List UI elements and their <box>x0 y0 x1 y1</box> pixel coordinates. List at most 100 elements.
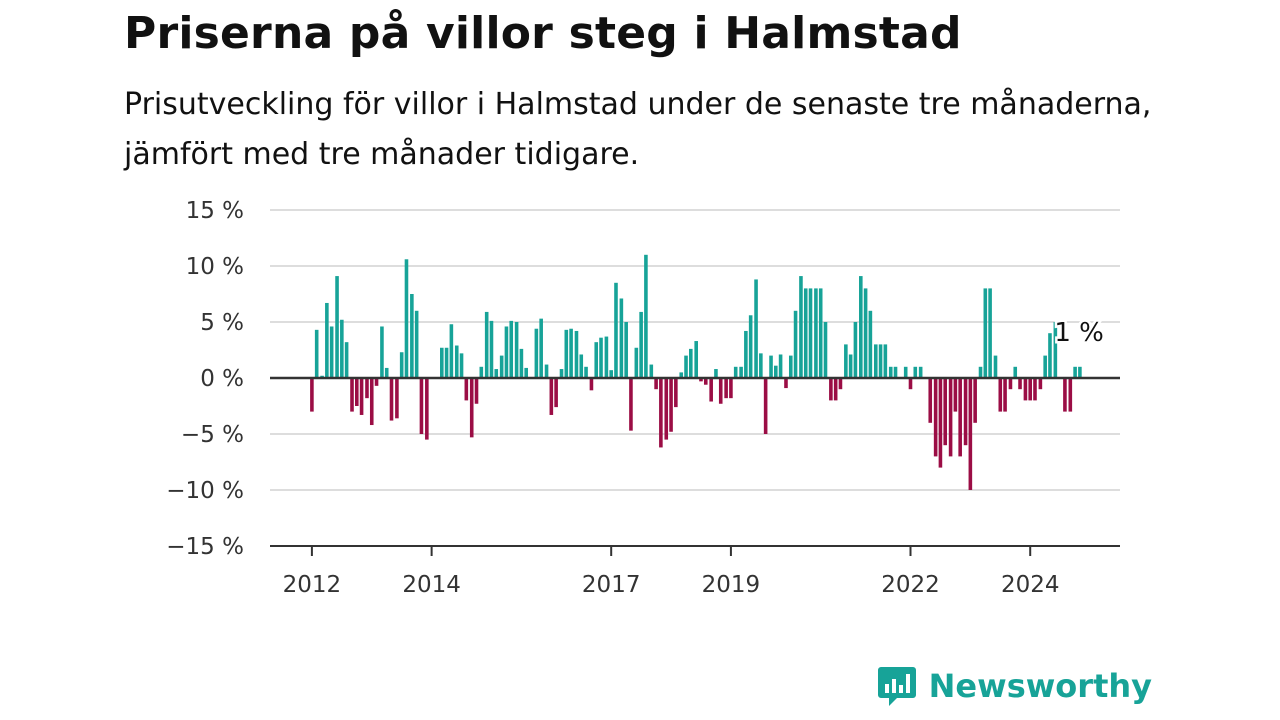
y-tick-label: −15 % <box>166 534 244 560</box>
bar <box>928 378 933 423</box>
bar <box>494 369 499 378</box>
bar <box>404 259 409 378</box>
bar <box>310 378 314 412</box>
bar <box>718 378 723 404</box>
y-tick-label: 0 % <box>200 366 244 392</box>
bar <box>778 354 783 378</box>
bar <box>534 328 539 378</box>
bar <box>314 329 319 378</box>
bar <box>504 326 509 378</box>
bar <box>549 378 554 415</box>
bar <box>784 378 788 389</box>
bar <box>425 378 429 440</box>
bar <box>1033 378 1037 401</box>
bar <box>948 378 953 457</box>
bar <box>340 319 344 378</box>
bar <box>893 366 898 378</box>
bar <box>744 330 748 378</box>
bar <box>389 378 394 421</box>
bar <box>958 378 962 457</box>
bar <box>459 353 464 378</box>
bar <box>539 318 543 378</box>
bar <box>355 378 359 406</box>
bar <box>664 378 669 440</box>
axes: 15 % 10 % 5 % 0 % −5 % −10 % −15 % 2012 2014 2017… <box>166 198 1120 598</box>
bar <box>639 311 643 378</box>
bar <box>574 330 579 378</box>
bar <box>629 378 633 431</box>
brand-logo: Newsworthy <box>877 664 1152 708</box>
bar <box>888 366 893 378</box>
bar <box>519 348 524 378</box>
bar <box>748 315 753 378</box>
bar <box>689 348 693 378</box>
bar <box>679 372 684 378</box>
bar <box>803 288 808 378</box>
bar <box>359 378 364 415</box>
bar <box>514 322 519 378</box>
bar <box>943 378 948 446</box>
bar <box>524 367 528 378</box>
bar <box>624 322 628 378</box>
x-tick-label: 2022 <box>881 572 940 598</box>
bar <box>329 326 334 378</box>
bar <box>808 288 813 378</box>
bar <box>709 378 713 402</box>
bar <box>973 378 977 423</box>
x-tick-label: 2014 <box>402 572 461 598</box>
bar <box>1063 378 1067 412</box>
bar <box>963 378 968 446</box>
bar <box>325 302 329 378</box>
bar <box>793 310 798 378</box>
bar <box>988 288 992 378</box>
bar <box>380 326 384 378</box>
bar <box>1078 366 1082 378</box>
bar <box>983 288 988 378</box>
bar <box>1048 333 1052 378</box>
bar <box>644 254 648 378</box>
bar <box>759 353 763 378</box>
bar-chart: 15 % 10 % 5 % 0 % −5 % −10 % −15 % 2012 2014 2017… <box>166 198 1120 598</box>
bar <box>1008 378 1013 390</box>
bar <box>853 322 858 378</box>
y-tick-label: 10 % <box>186 254 244 280</box>
bar <box>694 341 698 378</box>
bar <box>838 378 843 390</box>
bar <box>350 378 354 412</box>
bar <box>933 378 938 457</box>
bar <box>739 366 743 378</box>
bar <box>444 347 449 378</box>
bar <box>410 294 414 378</box>
bar <box>968 378 973 490</box>
bar <box>823 322 828 378</box>
bar <box>873 344 878 378</box>
bar <box>818 288 823 378</box>
bar <box>788 355 793 378</box>
bar <box>908 378 913 390</box>
bar <box>1043 355 1047 378</box>
bar <box>1073 366 1077 378</box>
x-tick-label: 2017 <box>582 572 641 598</box>
bar <box>684 355 688 378</box>
bar <box>1028 378 1033 401</box>
bar <box>419 378 424 434</box>
chart-subtitle: Prisutveckling för villor i Halmstad und… <box>124 87 1152 172</box>
bar <box>848 354 853 378</box>
bar <box>579 354 584 378</box>
bar <box>699 378 703 382</box>
bar <box>953 378 958 412</box>
bar <box>554 378 558 408</box>
bar <box>374 378 379 386</box>
bar <box>395 378 399 419</box>
bar <box>614 282 618 378</box>
bar <box>763 378 768 434</box>
bar <box>344 342 349 378</box>
bar <box>814 288 818 378</box>
bar <box>384 367 389 378</box>
bar <box>833 378 838 401</box>
bar <box>903 366 908 378</box>
bar <box>440 347 444 378</box>
bar <box>654 378 658 390</box>
y-tick-label: 5 % <box>200 310 244 336</box>
bar <box>569 328 573 378</box>
